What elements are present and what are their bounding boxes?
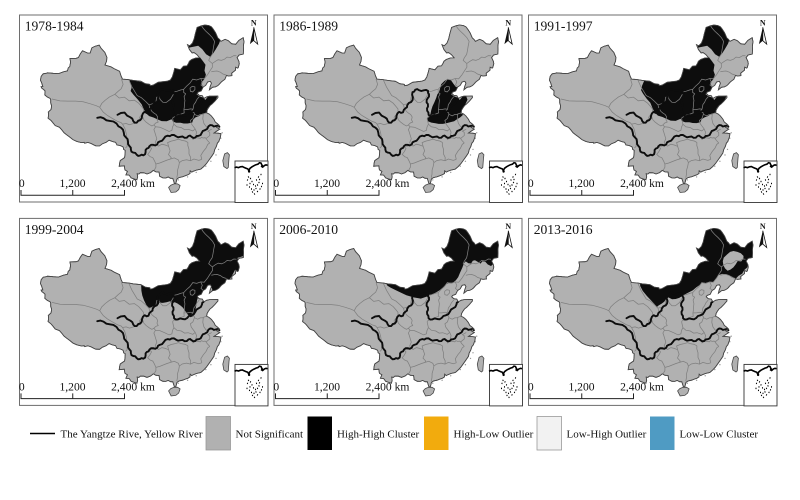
svg-text:Low-High Outlier: Low-High Outlier [567, 429, 647, 441]
svg-text:The Yangtze Rive, Yellow River: The Yangtze Rive, Yellow River [61, 429, 203, 441]
svg-text:Low-Low Cluster: Low-Low Cluster [680, 429, 759, 441]
svg-text:1978-1984: 1978-1984 [25, 18, 84, 33]
svg-text:1986-1989: 1986-1989 [279, 18, 338, 33]
svg-text:1999-2004: 1999-2004 [25, 222, 84, 237]
svg-text:2013-2016: 2013-2016 [534, 222, 593, 237]
svg-text:High-Low Outlier: High-Low Outlier [454, 429, 534, 441]
svg-text:High-High Cluster: High-High Cluster [337, 429, 420, 441]
svg-text:2006-2010: 2006-2010 [279, 222, 338, 237]
svg-text:Not Significant: Not Significant [236, 429, 304, 441]
svg-text:1991-1997: 1991-1997 [534, 18, 593, 33]
